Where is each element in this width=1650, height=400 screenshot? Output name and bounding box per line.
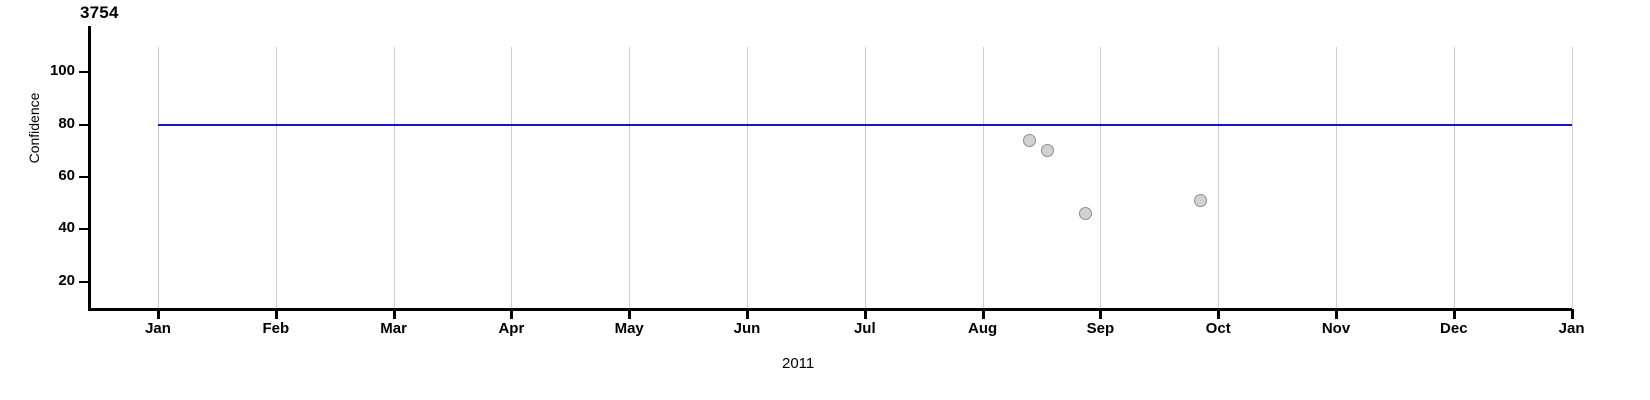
x-tick-label-jun-5: Jun [733, 320, 761, 337]
x-tick-8 [1099, 309, 1103, 319]
x-tick-label-jan-12: Jan [1558, 320, 1585, 337]
gridline-oct-9 [1218, 47, 1220, 308]
y-tick-80 [79, 123, 89, 126]
x-tick-label-jan-0: Jan [145, 320, 171, 337]
gridline-aug-7 [982, 47, 984, 308]
y-tick-20 [79, 280, 89, 283]
reference-line-threshold [158, 123, 1572, 126]
gridline-jul-6 [864, 47, 866, 308]
y-tick-label-60: 60 [58, 167, 75, 184]
data-point [1078, 207, 1092, 221]
gridline-mar-2 [393, 47, 395, 308]
data-point [1023, 133, 1037, 147]
y-tick-label-40: 40 [58, 219, 75, 237]
x-tick-7 [981, 309, 985, 319]
y-axis-line [88, 26, 91, 311]
x-tick-label-jul-6: Jul [853, 320, 876, 337]
gridline-dec-11 [1453, 47, 1455, 308]
x-tick-label-oct-9: Oct [1205, 320, 1231, 337]
x-tick-label-aug-7: Aug [968, 320, 998, 337]
gridline-jan-12 [1571, 47, 1573, 308]
x-tick-label-feb-1: Feb [262, 320, 290, 337]
x-tick-1 [274, 309, 278, 319]
y-tick-label-20: 20 [58, 271, 75, 289]
x-tick-11 [1452, 309, 1456, 319]
y-axis-label: Confidence [26, 92, 42, 164]
gridline-apr-3 [511, 47, 513, 308]
x-tick-4 [628, 309, 632, 319]
gridline-feb-1 [275, 47, 277, 308]
gridline-jun-5 [747, 47, 748, 308]
gridline-sep-8 [1100, 47, 1102, 308]
x-tick-5 [746, 309, 749, 319]
x-tick-label-may-4: May [614, 320, 644, 337]
gridline-nov-10 [1336, 47, 1337, 308]
y-tick-40 [79, 228, 89, 231]
x-tick-label-dec-11: Dec [1440, 320, 1468, 337]
x-tick-6 [863, 309, 867, 319]
x-axis-line [88, 308, 1572, 311]
x-tick-2 [392, 309, 396, 319]
y-tick-label-80: 80 [58, 114, 75, 132]
plot-panel [88, 26, 1648, 308]
x-tick-0 [157, 309, 160, 319]
x-axis-label: 2011 [782, 355, 815, 372]
x-tick-10 [1335, 309, 1338, 319]
x-tick-label-nov-10: Nov [1321, 320, 1351, 337]
chart-title: 3754 [80, 3, 119, 22]
x-tick-9 [1217, 309, 1221, 319]
gridline-jan-0 [158, 47, 159, 308]
data-point [1194, 194, 1208, 208]
y-tick-100 [79, 71, 89, 74]
x-tick-label-mar-2: Mar [380, 320, 407, 337]
y-tick-label-100: 100 [49, 62, 75, 80]
x-tick-3 [510, 309, 514, 319]
x-tick-12 [1570, 309, 1574, 319]
x-tick-label-apr-3: Apr [498, 320, 525, 337]
data-point [1040, 144, 1054, 158]
x-tick-label-sep-8: Sep [1086, 320, 1115, 337]
gridline-may-4 [629, 47, 631, 308]
y-tick-60 [79, 176, 89, 178]
